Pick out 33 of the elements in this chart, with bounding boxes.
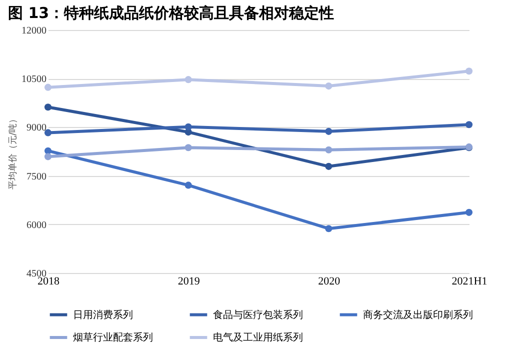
point [325, 128, 332, 135]
legend-label: 日用消费系列 [73, 308, 133, 321]
point [184, 123, 192, 130]
legend-label: 电气及工业用纸系列 [213, 332, 303, 344]
x-tick-label: 2021H1 [452, 276, 488, 288]
point [44, 84, 52, 91]
point [44, 104, 52, 111]
legend-label: 烟草行业配套系列 [73, 332, 153, 344]
legend-label: 食品与医疗包装系列 [213, 308, 303, 321]
chart-title: 图 13：特种纸成品纸价格较高且具备相对稳定性 [8, 4, 334, 22]
point [44, 129, 52, 136]
point [465, 208, 473, 216]
y-tick-label: 6000 [26, 220, 46, 231]
point [184, 182, 192, 189]
point [325, 146, 332, 154]
y-axis-title: 平均单价（元/吨） [8, 114, 18, 190]
y-tick-label: 12000 [22, 26, 46, 36]
point [184, 144, 192, 152]
point [325, 82, 332, 90]
x-tick-label: 2020 [318, 276, 341, 288]
legend-label: 商务交流及出版印刷系列 [363, 308, 473, 321]
x-tick-label: 2018 [38, 276, 60, 288]
point [465, 68, 473, 75]
x-tick-label: 2019 [178, 276, 200, 288]
point [184, 76, 192, 84]
point [44, 153, 52, 160]
point [325, 225, 332, 232]
y-tick-label: 9000 [26, 122, 46, 134]
point [465, 121, 473, 128]
point [325, 162, 332, 170]
point [44, 147, 52, 154]
y-tick-label: 7500 [26, 171, 46, 182]
y-tick-label: 10500 [22, 74, 46, 86]
